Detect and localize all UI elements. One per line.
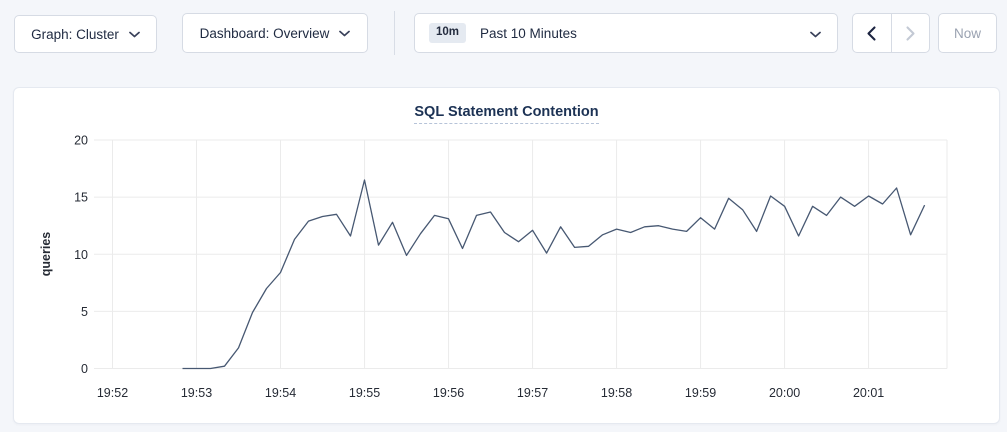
time-range-picker[interactable]: 10m Past 10 Minutes: [414, 13, 838, 53]
x-axis-tick-label: 19:55: [349, 386, 380, 400]
next-time-button[interactable]: [890, 14, 930, 52]
y-axis-tick-label: 15: [74, 191, 88, 205]
prev-time-button[interactable]: [853, 14, 891, 52]
chevron-left-icon: [867, 25, 876, 41]
toolbar-divider: [394, 11, 395, 55]
chart-title-wrap: SQL Statement Contention: [14, 103, 999, 124]
chevron-right-icon: [906, 25, 915, 41]
sql-contention-chart[interactable]: 0 5 10 15 20 19:52 19:53 19:54 19:55 19:56 19:57 19…: [14, 88, 1001, 425]
x-axis-tick-label: 19:54: [265, 386, 296, 400]
time-range-label: Past 10 Minutes: [480, 25, 577, 41]
x-axis-tick-label: 19:57: [517, 386, 548, 400]
now-button-label: Now: [953, 25, 981, 41]
x-axis-tick-label: 20:01: [853, 386, 884, 400]
x-axis-tick-label: 19:56: [433, 386, 464, 400]
x-axis-tick-label: 19:59: [685, 386, 716, 400]
time-range-badge: 10m: [429, 23, 467, 43]
y-axis-tick-label: 0: [81, 362, 88, 376]
x-axis-tick-label: 19:58: [601, 386, 632, 400]
x-axis-tick-label: 20:00: [769, 386, 800, 400]
time-nav-group: [852, 13, 930, 53]
chart-title[interactable]: SQL Statement Contention: [414, 104, 599, 124]
y-axis-tick-label: 10: [74, 248, 88, 262]
chevron-down-icon: [129, 31, 140, 37]
graph-dropdown[interactable]: Graph: Cluster: [14, 15, 157, 53]
y-axis-tick-label: 20: [74, 134, 88, 148]
chevron-down-icon: [339, 30, 351, 36]
chart-card: SQL Statement Contention 0 5 10 15 20 19:52 19…: [13, 87, 1000, 424]
dashboard-dropdown[interactable]: Dashboard: Overview: [182, 13, 368, 53]
y-axis-label: queries: [39, 232, 53, 277]
now-button[interactable]: Now: [938, 13, 997, 53]
y-axis-tick-label: 5: [81, 305, 88, 319]
series-line-queries: [182, 179, 926, 370]
x-axis-tick-label: 19:53: [181, 386, 212, 400]
dashboard-dropdown-label: Dashboard: Overview: [199, 25, 330, 41]
x-axis-tick-label: 19:52: [97, 386, 128, 400]
graph-dropdown-label: Graph: Cluster: [31, 26, 119, 42]
chevron-down-icon: [810, 31, 821, 38]
toolbar: Graph: Cluster Dashboard: Overview 10m P…: [0, 0, 1007, 66]
